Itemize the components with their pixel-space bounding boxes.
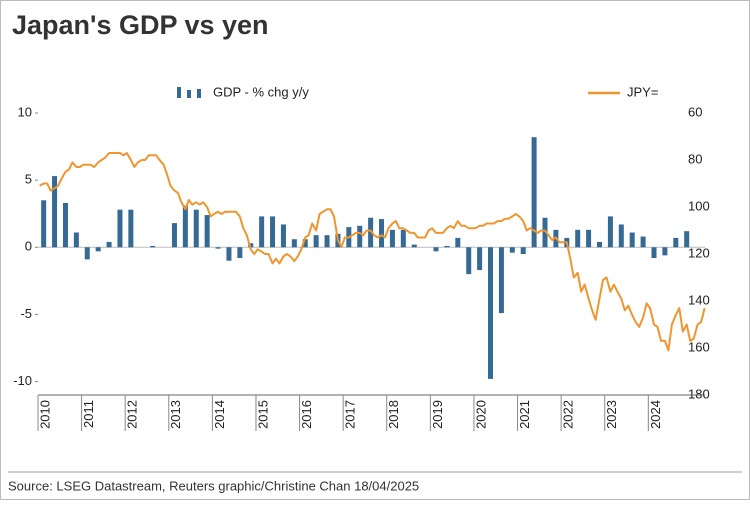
bar bbox=[400, 229, 406, 248]
bar bbox=[629, 232, 635, 248]
bar bbox=[444, 245, 450, 248]
bar bbox=[52, 176, 58, 248]
chart-title: Japan's GDP vs yen bbox=[12, 10, 269, 40]
legend-label: JPY= bbox=[627, 84, 658, 99]
bar bbox=[509, 247, 515, 253]
y2-tick-label: 60 bbox=[688, 104, 702, 119]
y2-tick-label: 160 bbox=[688, 339, 710, 354]
bar bbox=[651, 247, 657, 259]
bar bbox=[618, 224, 624, 248]
legend-swatch-bar bbox=[187, 90, 191, 98]
legend-swatch-bar bbox=[177, 87, 181, 98]
bar bbox=[520, 247, 526, 254]
bar bbox=[586, 229, 592, 248]
x-tick-label: 2010 bbox=[37, 400, 52, 429]
x-tick-label: 2024 bbox=[648, 400, 663, 429]
y-tick-label: -10 bbox=[13, 373, 32, 388]
bar bbox=[150, 245, 156, 248]
bar bbox=[204, 215, 210, 248]
y2-tick-label: 100 bbox=[688, 198, 710, 213]
line bbox=[39, 152, 706, 352]
x-tick-label: 2019 bbox=[430, 400, 445, 429]
bar bbox=[607, 216, 613, 248]
bar bbox=[466, 247, 472, 275]
bar bbox=[106, 241, 112, 248]
x-tick-label: 2021 bbox=[517, 400, 532, 429]
legend-swatch-bar bbox=[197, 89, 201, 98]
bar bbox=[411, 244, 417, 248]
y-tick-label: 5 bbox=[25, 172, 32, 187]
x-tick-label: 2018 bbox=[386, 400, 401, 429]
y2-tick-label: 180 bbox=[688, 386, 710, 401]
bar bbox=[73, 232, 79, 248]
x-tick-label: 2012 bbox=[125, 400, 140, 429]
x-tick-label: 2022 bbox=[561, 400, 576, 429]
x-tick-label: 2013 bbox=[168, 400, 183, 429]
x-tick-label: 2016 bbox=[299, 400, 314, 429]
bar bbox=[368, 217, 374, 248]
y2-tick-label: 120 bbox=[688, 245, 710, 260]
bar bbox=[640, 236, 646, 248]
x-tick-label: 2015 bbox=[255, 400, 270, 429]
bar bbox=[488, 247, 494, 379]
bar bbox=[433, 247, 439, 252]
bar bbox=[597, 241, 603, 248]
bar bbox=[575, 229, 581, 248]
bar bbox=[270, 216, 276, 248]
y2-tick-label: 80 bbox=[688, 151, 702, 166]
y2-tick-label: 140 bbox=[688, 292, 710, 307]
bar bbox=[280, 224, 286, 248]
bar bbox=[182, 205, 188, 248]
bar bbox=[498, 247, 504, 314]
bar bbox=[542, 217, 548, 248]
bar bbox=[95, 247, 101, 252]
bar bbox=[324, 235, 330, 248]
bar bbox=[193, 209, 199, 248]
bar bbox=[237, 247, 243, 259]
bar bbox=[302, 239, 308, 248]
bar bbox=[41, 200, 47, 248]
bar bbox=[215, 247, 221, 249]
y-tick-label: 0 bbox=[25, 239, 32, 254]
bar bbox=[389, 229, 395, 248]
y-tick-label: 10 bbox=[18, 104, 32, 119]
bar bbox=[673, 237, 679, 248]
x-tick-label: 2023 bbox=[604, 400, 619, 429]
bar bbox=[117, 209, 123, 248]
bar bbox=[455, 237, 461, 248]
bar bbox=[662, 247, 668, 256]
legend-label: GDP - % chg y/y bbox=[213, 84, 309, 99]
bar bbox=[477, 247, 483, 271]
bar bbox=[128, 209, 134, 248]
bar bbox=[171, 223, 177, 248]
y-tick-label: -5 bbox=[20, 306, 32, 321]
source: Source: LSEG Datastream, Reuters graphic… bbox=[8, 478, 419, 493]
x-tick-label: 2020 bbox=[473, 400, 488, 429]
bar bbox=[62, 202, 68, 248]
bar bbox=[259, 216, 265, 248]
bar bbox=[313, 235, 319, 248]
x-tick-label: 2011 bbox=[81, 400, 96, 428]
bar bbox=[226, 247, 232, 261]
x-tick-label: 2014 bbox=[212, 400, 227, 429]
legend: GDP - % chg y/y JPY= bbox=[177, 84, 658, 99]
x-tick-label: 2017 bbox=[343, 400, 358, 429]
bar bbox=[291, 239, 297, 248]
bar bbox=[531, 137, 537, 248]
bar bbox=[357, 225, 363, 248]
bar bbox=[84, 247, 90, 260]
bar bbox=[248, 243, 254, 248]
bar bbox=[684, 231, 690, 248]
bar bbox=[379, 219, 385, 248]
